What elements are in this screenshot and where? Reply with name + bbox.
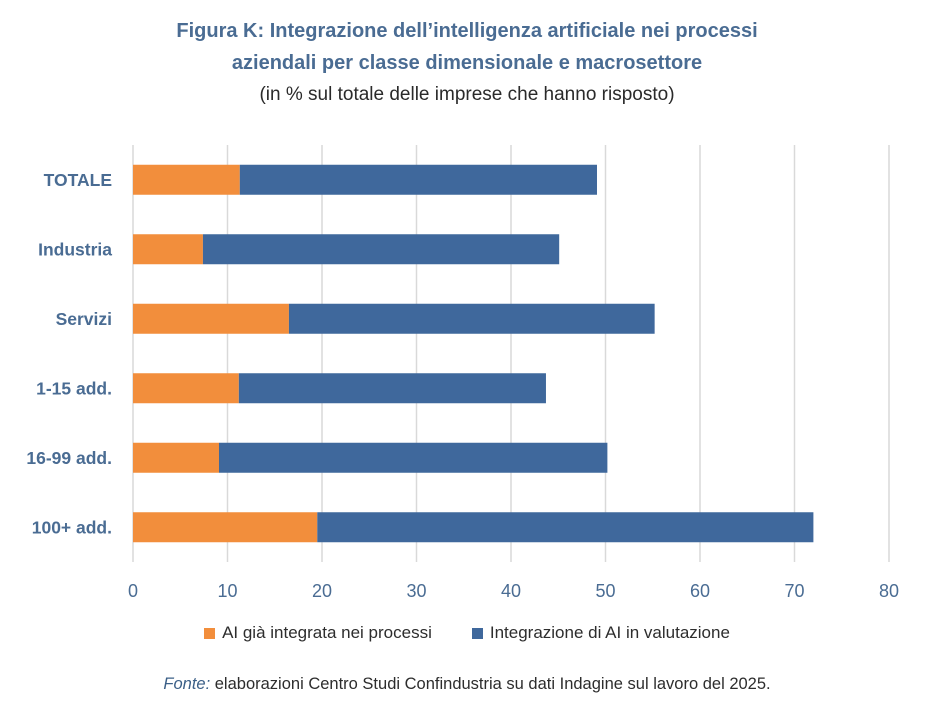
bar-1-15-add-integrated [133,373,239,404]
bar-totale-evaluating [239,164,597,195]
chart-subtitle: (in % sul totale delle imprese che hanno… [259,84,675,105]
source-label: Fonte: [163,675,211,693]
legend: AI già integrata nei processi Integrazio… [0,623,934,643]
category-label-16-99-add: 16-99 add. [26,448,112,468]
bar-servizi-evaluating [288,303,655,334]
bar-16-99-add-integrated [133,442,219,473]
legend-label-integrated: AI già integrata nei processi [222,623,432,642]
legend-item-integrated: AI già integrata nei processi [204,623,432,643]
x-tick-label-60: 60 [690,581,710,601]
chart-title-line-2: aziendali per classe dimensionale e macr… [231,52,703,74]
bar-1-15-add-evaluating [238,373,546,404]
category-label-servizi: Servizi [56,309,112,329]
chart-title-line-1: Figura K: Integrazione dell’intelligenza… [176,20,758,42]
x-tick-label-50: 50 [595,581,615,601]
category-label-100-add: 100+ add. [32,517,112,537]
category-label-1-15-add: 1-15 add. [36,378,112,398]
category-label-industria: Industria [38,239,112,259]
x-tick-label-30: 30 [406,581,426,601]
source-note: Fonte: elaborazioni Centro Studi Confind… [0,675,934,694]
bar-100-add-evaluating [317,512,814,543]
x-tick-label-20: 20 [312,581,332,601]
legend-swatch-evaluating [471,627,483,639]
bar-100-add-integrated [133,512,318,543]
x-tick-label-40: 40 [501,581,521,601]
bar-servizi-integrated [133,303,289,334]
legend-swatch-integrated [204,627,216,639]
bar-totale-integrated [133,164,240,195]
bar-industria-evaluating [202,234,560,265]
legend-label-evaluating: Integrazione di AI in valutazione [489,623,730,642]
x-tick-label-0: 0 [128,581,138,601]
x-tick-label-10: 10 [217,581,237,601]
category-label-totale: TOTALE [44,170,112,190]
bar-16-99-add-evaluating [218,442,608,473]
legend-item-evaluating: Integrazione di AI in valutazione [471,623,730,643]
x-tick-label-70: 70 [784,581,804,601]
source-text: elaborazioni Centro Studi Confindustria … [210,675,771,693]
x-tick-label-80: 80 [879,581,899,601]
bar-industria-integrated [133,234,203,265]
bar-chart: 0 10 20 30 40 50 60 70 80 TOTALE Industria Servizi 1… [26,145,899,601]
